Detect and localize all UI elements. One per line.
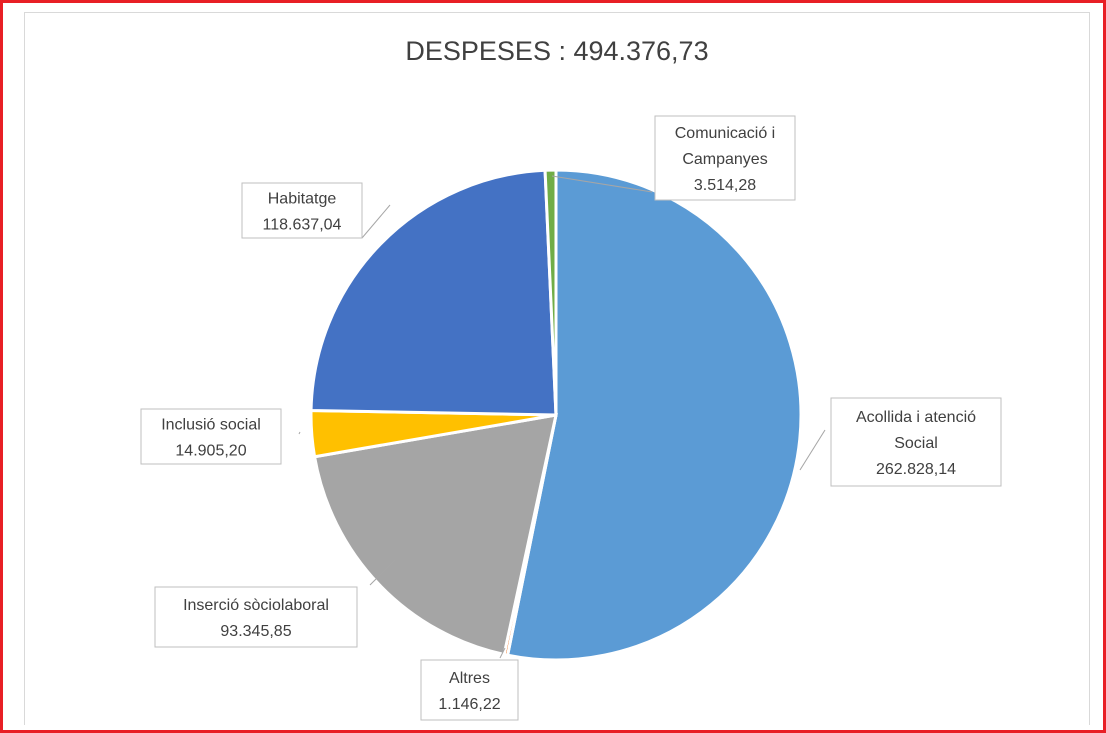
data-label-text: Altres <box>449 670 490 687</box>
leader-line <box>361 204 391 239</box>
pie-slice-inserci-s-ciolaboral <box>312 413 558 657</box>
pie-slice-habitatge <box>309 168 558 417</box>
data-label-box <box>654 115 796 201</box>
data-label: Acollida i atenció Social 262.828,14 <box>830 397 1002 487</box>
data-label-text: 14.905,20 <box>175 443 246 460</box>
data-label: Inserció sòciolaboral 93.345,85 <box>154 586 358 648</box>
data-label-text: Acollida i atenció <box>856 409 976 426</box>
data-label: Altres 1.146,22 <box>420 659 519 721</box>
chart-title: DESPESES : 494.376,73 <box>405 36 708 66</box>
data-label-box <box>154 586 358 648</box>
data-label-text: Inserció sòciolaboral <box>183 597 329 614</box>
data-label-box <box>241 182 363 239</box>
leader-line <box>298 431 301 435</box>
data-label-box <box>140 408 282 465</box>
data-label-text: Social <box>894 435 938 452</box>
data-label: Habitatge 118.637,04 <box>241 182 363 239</box>
leader-line <box>551 175 653 193</box>
pie-slices <box>309 168 803 662</box>
data-label-box <box>420 659 519 721</box>
leader-line <box>369 559 396 586</box>
data-label-text: Campanyes <box>682 151 767 168</box>
data-label-text: 262.828,14 <box>876 461 956 478</box>
pie-slice-comunicaci-i-campanyes <box>543 168 558 416</box>
chart-area-border <box>24 12 1090 725</box>
data-label-text: 3.514,28 <box>694 177 756 194</box>
data-label-text: 93.345,85 <box>220 623 291 640</box>
data-label-text: 1.146,22 <box>438 696 500 713</box>
data-label: Comunicació i Campanyes 3.514,28 <box>654 115 796 201</box>
leader-line <box>499 647 506 659</box>
leader-line <box>799 429 826 471</box>
data-label-text: Habitatge <box>268 191 337 208</box>
data-label-box <box>830 397 1002 487</box>
data-label-text: 118.637,04 <box>263 217 342 234</box>
data-label: Inclusió social 14.905,20 <box>140 408 282 465</box>
label-leader-lines <box>298 175 826 659</box>
data-label-text: Inclusió social <box>161 417 261 434</box>
data-label-text: Comunicació i <box>675 125 775 142</box>
data-labels: Acollida i atenció Social 262.828,14 Altres… <box>140 115 1002 721</box>
